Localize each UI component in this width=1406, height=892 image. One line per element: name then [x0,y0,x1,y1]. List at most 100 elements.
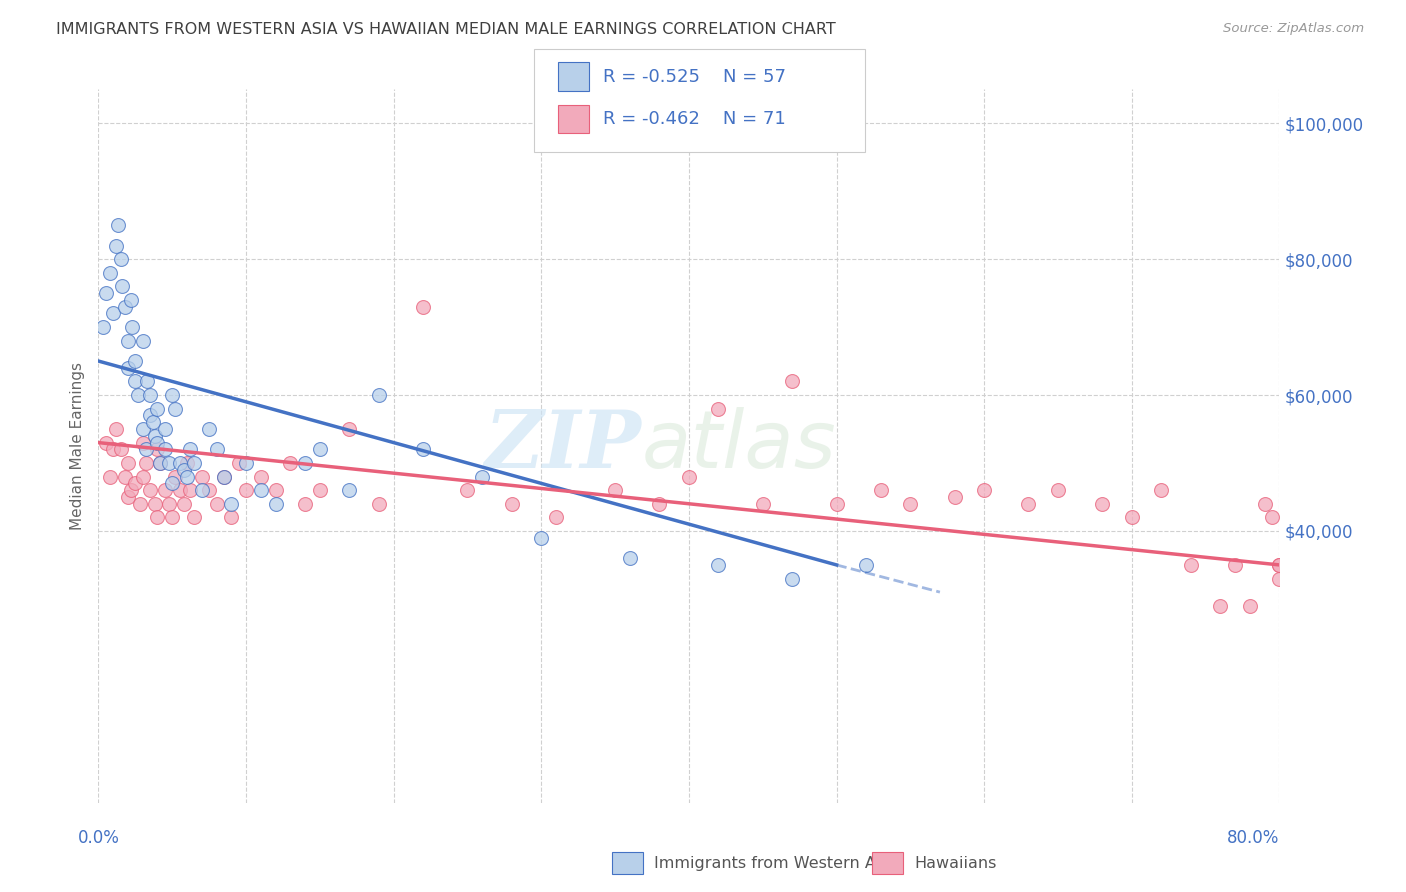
Point [128,497,150,511]
Point [153,483,176,498]
Point [146,435,169,450]
Point [121,320,143,334]
Point [183,510,205,524]
Point [105,422,128,436]
Point [368,388,391,402]
Point [1268,572,1291,586]
Point [105,238,128,252]
Point [412,442,434,457]
Point [111,279,134,293]
Point [198,483,221,498]
Point [221,510,243,524]
Point [176,456,198,470]
Point [124,476,146,491]
Point [501,497,523,511]
Point [94,286,117,301]
Point [127,388,149,402]
Point [157,497,180,511]
Point [250,483,273,498]
Point [124,354,146,368]
Point [149,456,172,470]
Text: Hawaiians: Hawaiians [914,855,997,871]
Point [205,442,228,457]
Point [869,483,891,498]
Point [153,442,176,457]
Text: R = -0.525    N = 57: R = -0.525 N = 57 [603,68,786,86]
Point [191,483,214,498]
Point [973,483,995,498]
Point [782,572,804,586]
Point [136,375,159,389]
Point [707,558,730,572]
Point [132,469,155,483]
Text: R = -0.462    N = 71: R = -0.462 N = 71 [603,110,786,128]
Point [179,442,201,457]
Point [162,476,183,491]
Point [294,497,316,511]
Point [103,306,125,320]
Point [782,375,804,389]
Point [368,497,391,511]
Point [120,293,142,307]
Point [132,422,155,436]
Point [250,469,273,483]
Point [114,300,136,314]
Point [165,401,187,416]
Point [1017,497,1039,511]
Point [205,497,228,511]
Point [149,456,172,470]
Y-axis label: Median Male Earnings: Median Male Earnings [70,362,86,530]
Point [1268,558,1291,572]
Point [176,469,198,483]
Point [456,483,478,498]
Point [648,497,671,511]
Point [1239,599,1261,613]
Point [212,469,235,483]
Point [169,456,191,470]
Point [117,360,139,375]
Point [605,483,627,498]
Point [471,469,494,483]
Point [751,497,773,511]
Point [412,300,434,314]
Point [1046,483,1069,498]
Point [235,483,257,498]
Point [139,409,162,423]
Point [179,483,201,498]
Point [1091,497,1114,511]
Point [546,510,568,524]
Point [339,483,360,498]
Point [339,422,360,436]
Point [117,490,139,504]
Text: IMMIGRANTS FROM WESTERN ASIA VS HAWAIIAN MEDIAN MALE EARNINGS CORRELATION CHART: IMMIGRANTS FROM WESTERN ASIA VS HAWAIIAN… [56,22,837,37]
Point [132,334,155,348]
Point [309,442,332,457]
Point [146,442,169,457]
Point [1150,483,1173,498]
Point [110,442,132,457]
Point [135,442,157,457]
Point [146,510,169,524]
Point [173,497,195,511]
Point [165,469,187,483]
Point [221,497,243,511]
Point [264,483,287,498]
Point [900,497,922,511]
Point [1261,510,1284,524]
Text: ZIP: ZIP [485,408,641,484]
Point [1223,558,1246,572]
Point [619,551,641,566]
Point [124,375,146,389]
Point [278,456,302,470]
Point [198,422,221,436]
Point [143,497,166,511]
Point [132,435,155,450]
Point [135,456,157,470]
Point [235,456,257,470]
Point [1180,558,1202,572]
Point [91,320,114,334]
Point [162,510,183,524]
Text: Immigrants from Western Asia: Immigrants from Western Asia [654,855,898,871]
Point [1268,558,1291,572]
Point [855,558,877,572]
